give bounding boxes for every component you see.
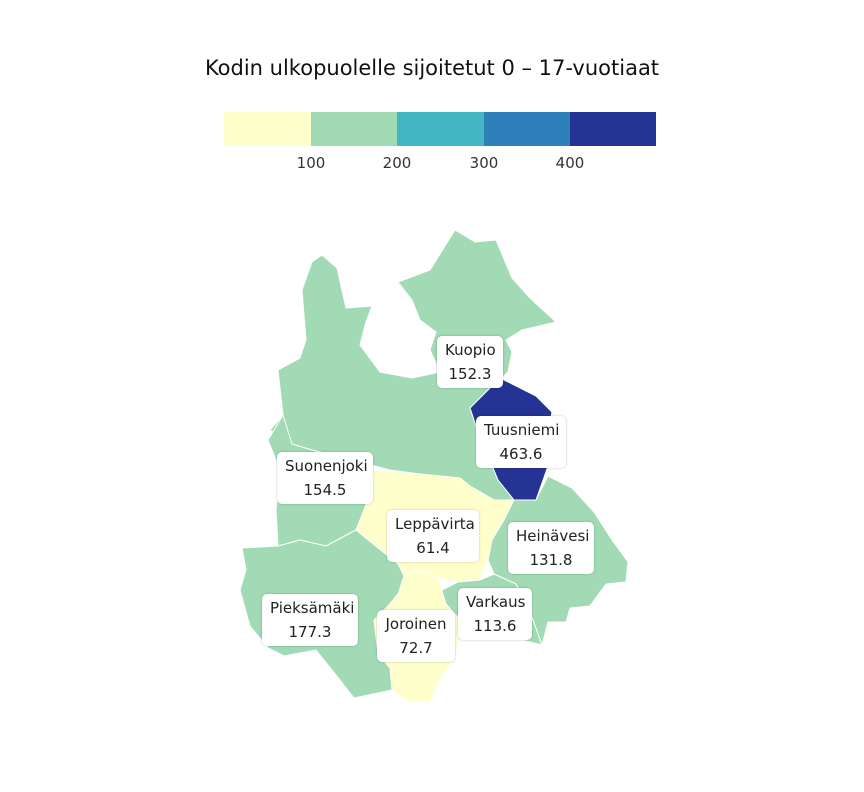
label-tuusniemi-name: Tuusniemi (484, 421, 560, 439)
legend-tick-200: 200 (382, 154, 412, 172)
label-tuusniemi-value: 463.6 (499, 445, 543, 463)
legend-tick-400: 400 (555, 154, 585, 172)
label-varkaus-name: Varkaus (466, 593, 526, 611)
legend-swatch-2 (311, 112, 397, 146)
label-suonenjoki-value: 154.5 (303, 481, 347, 499)
legend-swatch-4 (484, 112, 570, 146)
label-tuusniemi: Tuusniemi 463.6 (476, 416, 566, 468)
label-heinavesi: Heinävesi 131.8 (508, 522, 594, 574)
label-kuopio: Kuopio 152.3 (437, 336, 503, 388)
label-joroinen-value: 72.7 (399, 639, 433, 657)
label-heinavesi-name: Heinävesi (516, 527, 590, 545)
label-varkaus: Varkaus 113.6 (458, 588, 532, 640)
legend-tick-300: 300 (469, 154, 499, 172)
label-leppavirta: Leppävirta 61.4 (387, 510, 479, 562)
label-kuopio-value: 152.3 (448, 365, 492, 383)
label-suonenjoki-name: Suonenjoki (285, 457, 368, 475)
label-leppavirta-name: Leppävirta (395, 515, 475, 533)
legend-swatch-3 (397, 112, 484, 146)
legend-tick-100: 100 (296, 154, 326, 172)
map-title: Kodin ulkopuolelle sijoitetut 0 – 17-vuo… (204, 56, 660, 80)
label-kuopio-name: Kuopio (445, 341, 496, 359)
label-pieksamaki-name: Pieksämäki (270, 599, 355, 617)
label-suonenjoki: Suonenjoki 154.5 (277, 452, 373, 504)
legend-swatch-1 (224, 112, 311, 146)
label-pieksamaki-value: 177.3 (288, 623, 332, 641)
label-joroinen: Joroinen 72.7 (377, 610, 455, 662)
label-joroinen-name: Joroinen (385, 615, 447, 633)
label-leppavirta-value: 61.4 (416, 539, 450, 557)
label-pieksamaki: Pieksämäki 177.3 (262, 594, 358, 646)
legend-swatch-5 (570, 112, 656, 146)
label-heinavesi-value: 131.8 (529, 551, 573, 569)
label-varkaus-value: 113.6 (473, 617, 517, 635)
